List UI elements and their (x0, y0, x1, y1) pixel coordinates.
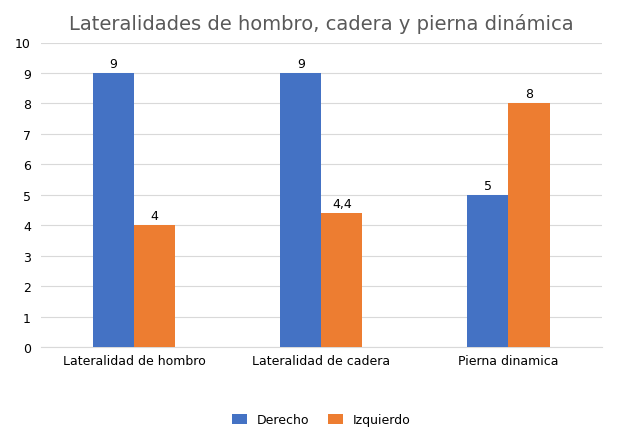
Text: 8: 8 (525, 88, 533, 101)
Legend: Derecho, Izquierdo: Derecho, Izquierdo (227, 408, 416, 431)
Bar (467, 195, 508, 347)
Bar (134, 226, 175, 347)
Text: 9: 9 (297, 58, 305, 71)
Text: 9: 9 (110, 58, 117, 71)
Bar (93, 74, 134, 347)
Text: 4,4: 4,4 (332, 197, 352, 210)
Text: 4: 4 (151, 210, 159, 223)
Bar (508, 104, 550, 347)
Bar (321, 214, 362, 347)
Bar (280, 74, 321, 347)
Title: Lateralidades de hombro, cadera y pierna dinámica: Lateralidades de hombro, cadera y pierna… (69, 13, 574, 33)
Text: 5: 5 (484, 179, 492, 192)
